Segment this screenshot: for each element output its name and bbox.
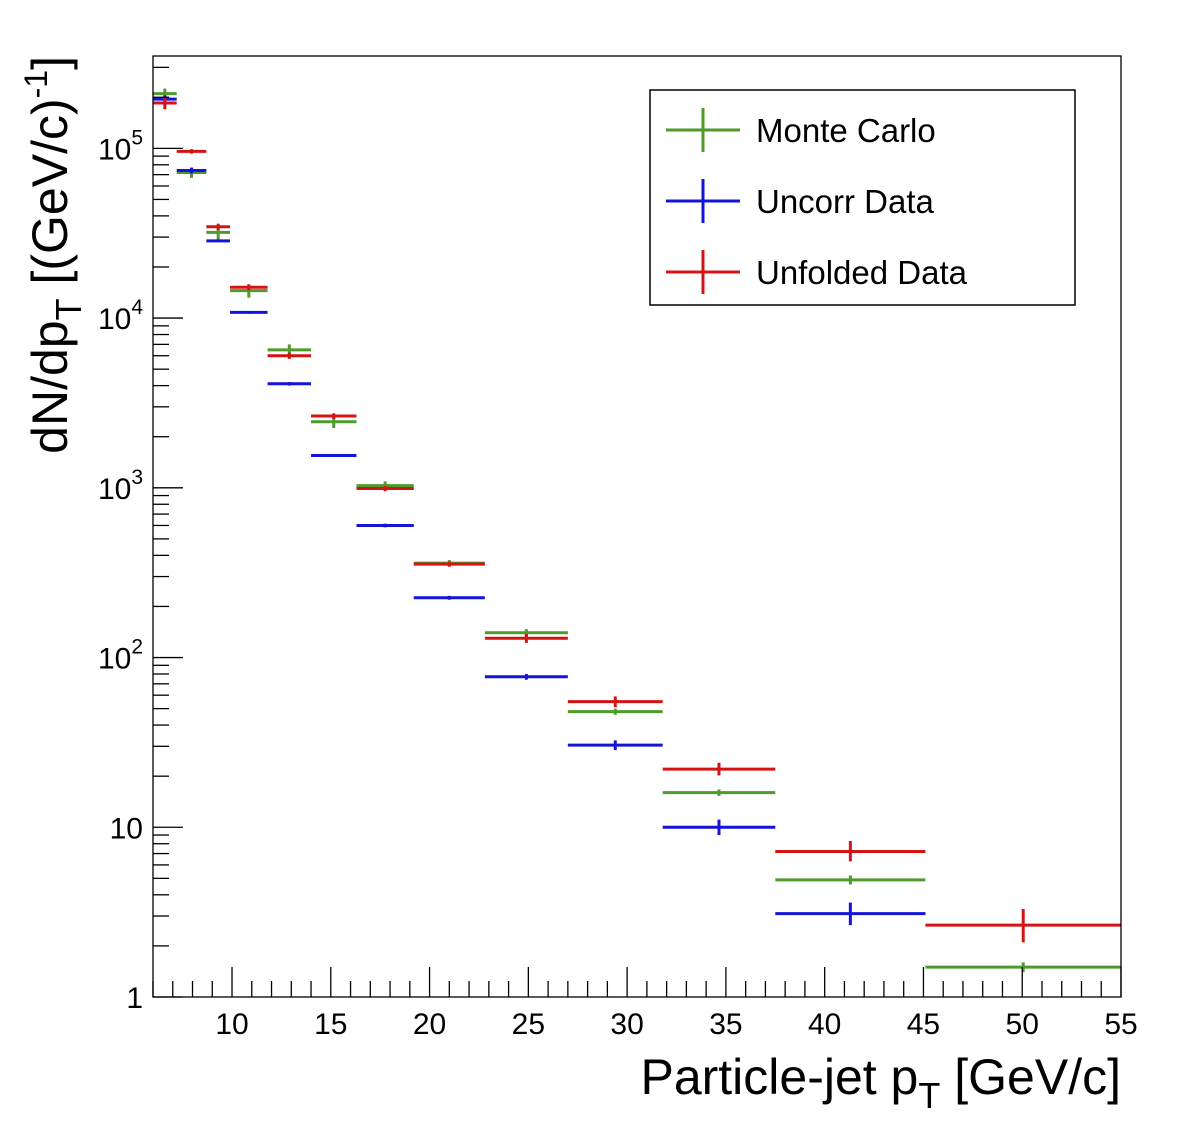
x-tick-label: 45 [907,1008,940,1041]
y-tick-exponent: 2 [131,636,143,659]
series-layer [153,88,1121,973]
x-tick-label: 20 [413,1008,446,1041]
y-tick-base: 10 [98,133,131,166]
data-point [925,962,1121,973]
legend-box [649,89,1076,306]
data-point [176,167,207,174]
data-point [775,902,926,926]
data-point [925,908,1121,943]
legend-label: Uncorr Data [756,183,935,220]
x-tick-label: 30 [610,1008,643,1041]
x-tick-label: 25 [512,1008,545,1041]
legend-item: Monte Carlo [666,108,936,152]
data-point [775,841,926,862]
y-tick-label: 104 [98,296,143,336]
x-tick-label: 40 [808,1008,841,1041]
x-axis-title-main: Particle-jet p [640,1049,918,1105]
data-point [230,310,268,314]
y-axis-title-sub: T [48,298,89,320]
series-uncorr-data [153,95,926,926]
data-point [356,523,414,528]
data-point [206,223,231,231]
legend-label: Unfolded Data [756,254,968,291]
data-point [484,673,568,680]
data-point [567,696,663,708]
y-tick-label: 105 [98,126,143,166]
legend-label: Monte Carlo [756,112,936,149]
data-point [413,595,485,600]
data-point [311,413,357,419]
data-point [267,352,312,359]
data-point [413,561,485,567]
x-tick-label: 35 [709,1008,742,1041]
x-axis-title-sub: T [918,1075,940,1116]
data-point [176,149,207,154]
data-point [662,762,776,776]
data-point [484,633,568,643]
y-axis-title-main: dN/dp [22,320,78,453]
data-point [206,239,231,243]
data-point [662,819,776,836]
legend-item: Unfolded Data [666,250,968,294]
y-tick-base: 10 [98,303,131,336]
x-axis-title: Particle-jet pT [GeV/c] [640,1049,1121,1116]
data-point [567,708,663,715]
data-point [567,740,663,751]
y-tick-label: 10 [110,812,143,845]
legend-item: Uncorr Data [666,179,935,223]
y-tick-base: 10 [98,473,131,506]
ticks-layer [152,66,1122,998]
data-point [311,454,357,458]
series-unfolded-data [153,97,1121,943]
y-axis-title-sup: -1 [18,70,54,98]
y-tick-exponent: 4 [131,296,143,319]
y-axis-title-mid: [(GeV/c) [22,98,78,298]
y-axis-title-tail: ] [22,56,78,70]
data-point [267,382,312,386]
legend: Monte Carlo Uncorr Data Unfolded Data [649,89,1076,306]
y-tick-label: 102 [98,636,143,676]
data-point [662,789,776,796]
x-tick-label: 10 [215,1008,248,1041]
y-tick-base: 10 [98,643,131,676]
y-tick-label: 1 [126,982,143,1015]
x-axis-title-tail: [GeV/c] [940,1049,1121,1105]
plot-frame [152,55,1122,998]
data-point [230,284,268,291]
data-point [153,97,177,110]
x-tick-label: 55 [1104,1008,1137,1041]
y-tick-exponent: 5 [131,126,143,149]
y-tick-exponent: 3 [131,466,143,489]
x-tick-label: 15 [314,1008,347,1041]
y-axis-title: dN/dpT [(GeV/c)-1] [18,56,89,454]
x-tick-label: 50 [1006,1008,1039,1041]
data-point [356,485,414,492]
y-tick-label: 103 [98,466,143,506]
data-point [775,875,926,885]
